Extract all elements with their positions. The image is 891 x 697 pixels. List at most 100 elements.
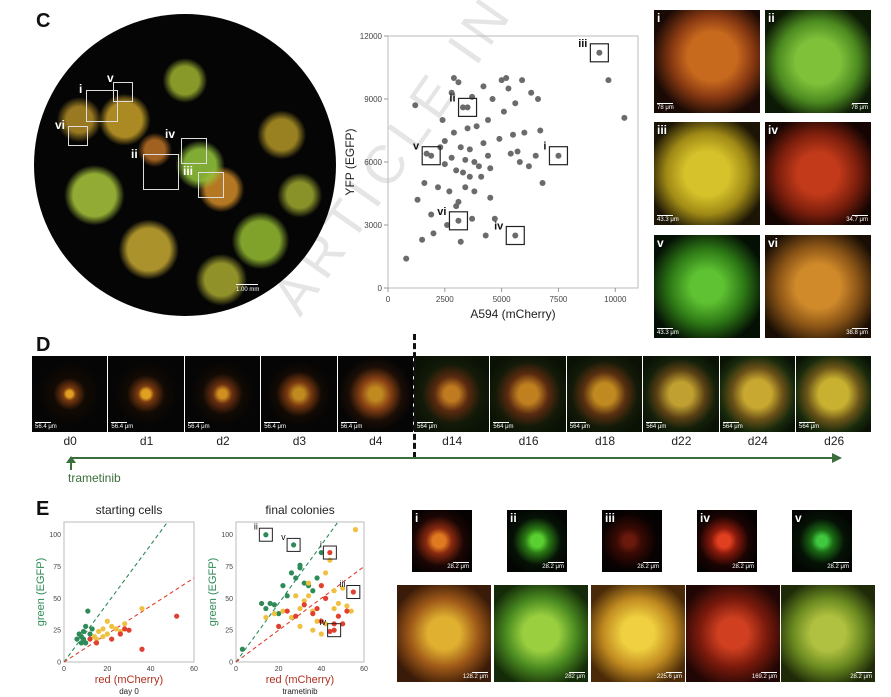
data-point — [500, 108, 507, 115]
scale-text: 78 μm — [851, 105, 868, 111]
red-reference-line — [235, 566, 365, 663]
data-point — [239, 646, 245, 652]
data-point — [310, 627, 316, 633]
day-label: d18 — [594, 434, 616, 448]
annotation-box — [448, 211, 469, 231]
data-point — [301, 602, 307, 608]
data-point — [455, 79, 462, 86]
scale-bar — [856, 672, 872, 673]
tile-label: iii — [605, 511, 616, 525]
data-point — [450, 75, 457, 81]
data-point — [323, 621, 329, 627]
data-point — [271, 611, 277, 617]
scale-text: 34.7 μm — [846, 217, 868, 223]
data-point — [318, 549, 324, 556]
data-point — [466, 173, 473, 180]
final-colony-tile: 225.6 μm — [591, 585, 685, 682]
timelapse-frame: 56.4 μm — [108, 356, 184, 432]
data-point — [555, 152, 562, 159]
chart-title: final colonies — [265, 503, 334, 517]
scale-bar — [548, 562, 564, 563]
annotation-box — [421, 146, 441, 166]
scale-text: 28.2 μm — [542, 564, 564, 570]
data-point — [441, 138, 448, 144]
data-point — [489, 96, 496, 102]
data-point — [430, 230, 437, 237]
data-point — [482, 232, 489, 239]
data-point — [305, 593, 312, 599]
timelapse-frame: 564 μm — [414, 356, 490, 432]
data-point — [331, 605, 337, 612]
data-point — [514, 148, 521, 155]
annotation-box — [322, 545, 337, 560]
data-point — [491, 215, 498, 222]
data-point — [318, 631, 324, 637]
data-point — [293, 575, 299, 581]
data-point — [505, 85, 512, 92]
data-point — [605, 77, 612, 84]
data-point — [280, 583, 286, 589]
colony-tile-v: v 28.2 μm — [792, 510, 852, 572]
y-tick-label: 100 — [49, 532, 61, 539]
data-point — [113, 626, 119, 632]
data-point — [83, 640, 89, 646]
annotation-box — [346, 585, 361, 599]
data-point — [439, 117, 446, 123]
data-point — [122, 626, 128, 632]
annotation-label: iv — [320, 617, 327, 627]
scale-bar — [833, 562, 849, 563]
scale-text: 28.2 μm — [827, 564, 849, 570]
data-point — [335, 600, 341, 607]
x-tick-label: 7500 — [550, 295, 568, 304]
data-point — [525, 163, 532, 170]
data-point — [122, 621, 128, 627]
panel-e-label: E — [36, 498, 50, 520]
data-point — [466, 146, 473, 153]
data-point — [435, 184, 441, 191]
final-colony-tile: 169.2 μm — [686, 585, 780, 682]
data-point — [288, 614, 295, 621]
well-box-label: iii — [183, 164, 194, 178]
annotation-label: iii — [578, 38, 587, 50]
scale-bar — [738, 562, 754, 563]
data-point — [126, 627, 132, 633]
x-tick-label: 5000 — [493, 295, 511, 304]
data-point — [352, 527, 359, 533]
scale-bar — [472, 672, 488, 673]
data-point — [528, 89, 535, 96]
data-point — [117, 631, 123, 637]
data-point — [446, 188, 453, 195]
data-point — [441, 161, 448, 168]
data-point — [471, 188, 478, 195]
timelapse-frame: 56.4 μm — [32, 356, 108, 432]
annotation-box — [589, 43, 609, 63]
scale-bar — [657, 328, 673, 329]
data-point — [100, 633, 106, 640]
data-point — [453, 167, 460, 174]
colony-tile-iii: iii 28.2 μm — [602, 510, 662, 572]
well-scale-text: 1.00 mm — [236, 287, 260, 293]
data-point — [89, 626, 95, 632]
scale-text: 56.4 μm — [111, 424, 134, 430]
y-tick-label: 25 — [225, 628, 233, 635]
data-point — [276, 611, 282, 617]
x-tick-label: 60 — [190, 666, 198, 673]
data-point — [104, 631, 110, 637]
scale-text: 38.8 μm — [846, 330, 868, 336]
data-point — [512, 100, 519, 107]
x-axis-label: red (mCherry) — [95, 674, 163, 686]
plot-frame — [387, 35, 639, 289]
chart-caption: trametinib — [282, 687, 318, 696]
scale-text: 28.2 μm — [732, 564, 754, 570]
plot-frame — [235, 521, 365, 663]
scale-bar — [453, 562, 469, 563]
data-point — [460, 169, 466, 176]
data-point — [414, 196, 421, 203]
drug-label: trametinib — [68, 471, 121, 485]
y-tick-label: 0 — [57, 660, 61, 667]
data-point — [480, 83, 487, 90]
data-point — [93, 636, 100, 642]
well-box-v — [113, 82, 133, 102]
scale-bar — [852, 215, 868, 216]
